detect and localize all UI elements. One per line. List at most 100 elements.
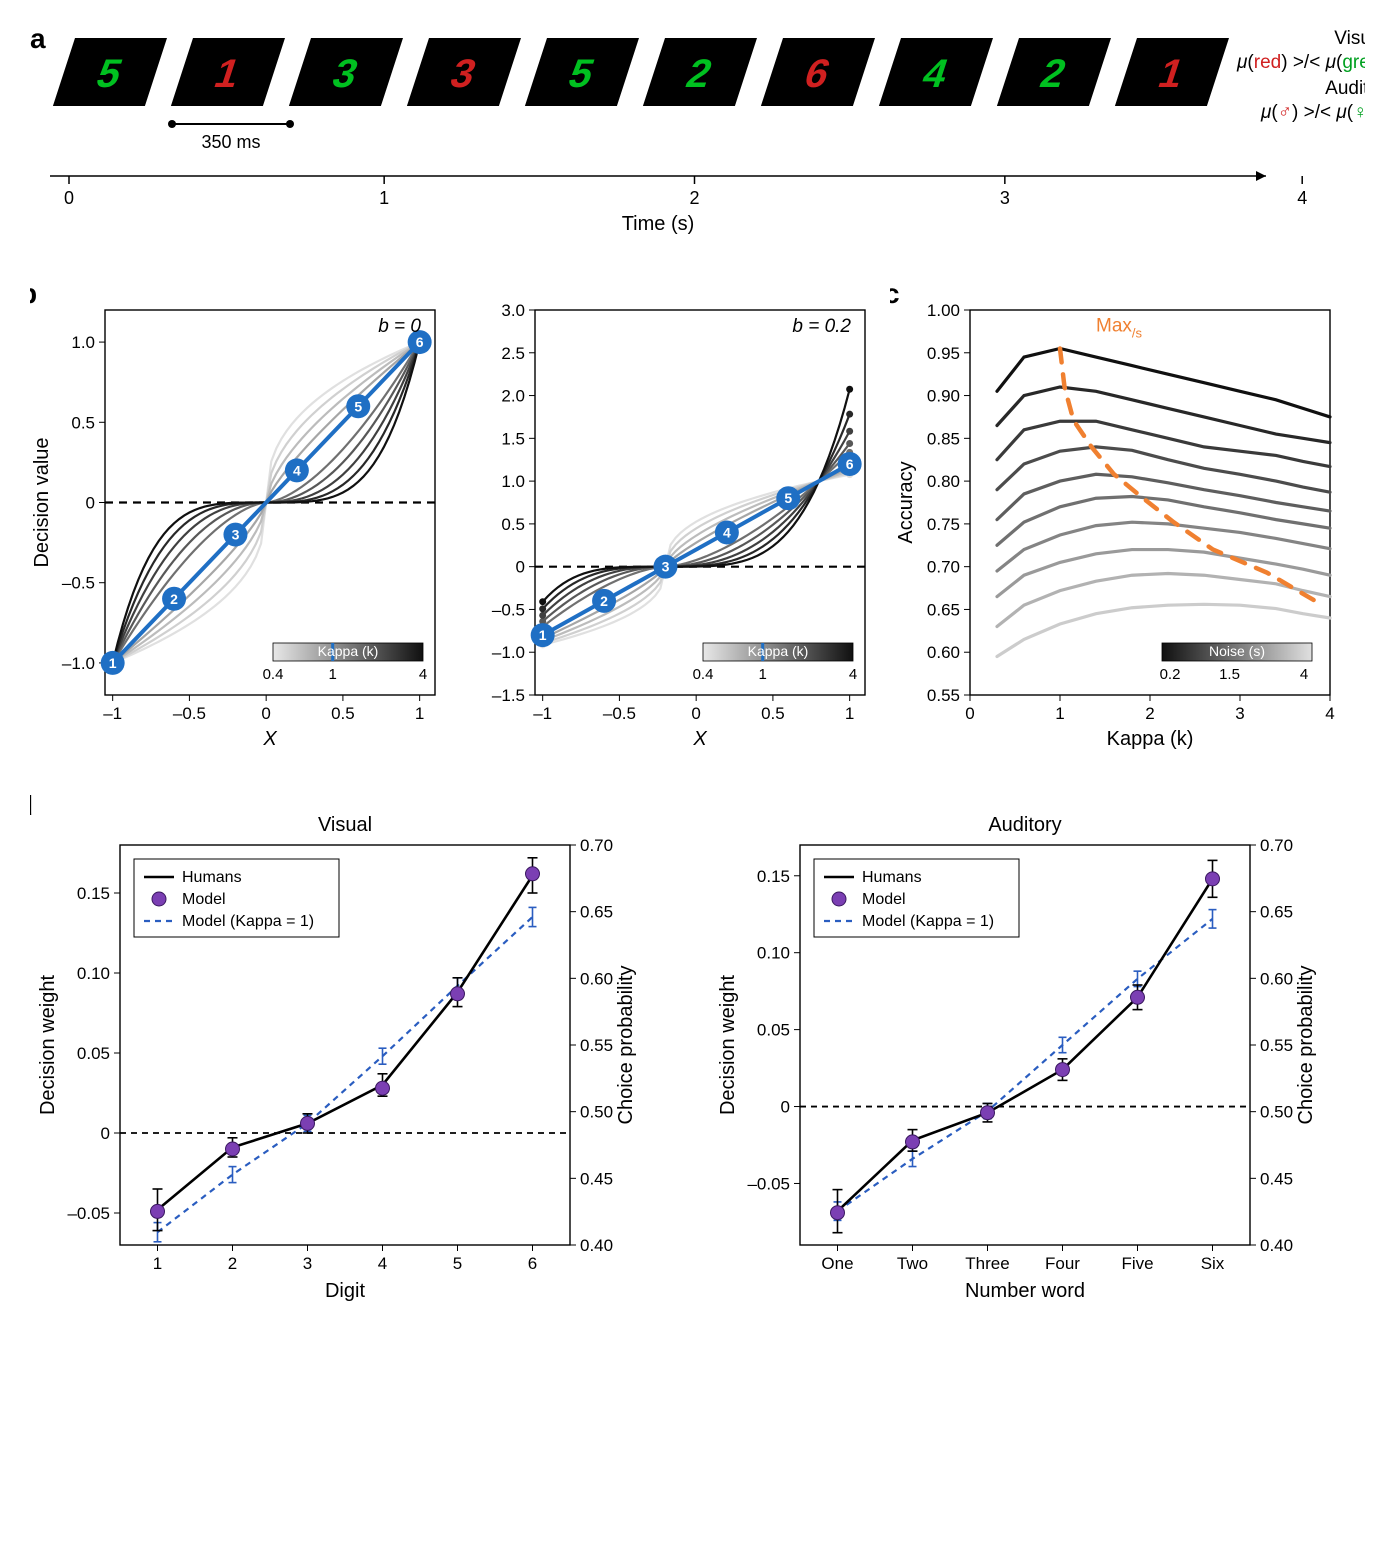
svg-text:0.05: 0.05 xyxy=(757,1021,790,1040)
svg-text:1.5: 1.5 xyxy=(501,429,525,448)
svg-text:0.15: 0.15 xyxy=(757,867,790,886)
svg-text:0.40: 0.40 xyxy=(580,1236,613,1255)
svg-text:Number word: Number word xyxy=(965,1280,1085,1302)
svg-text:0.10: 0.10 xyxy=(77,964,110,983)
svg-text:X: X xyxy=(262,728,277,750)
svg-text:–1.0: –1.0 xyxy=(492,643,525,662)
svg-text:0.65: 0.65 xyxy=(1260,903,1293,922)
svg-text:0.70: 0.70 xyxy=(1260,836,1293,855)
panel-c-svg: c012340.550.600.650.700.750.800.850.900.… xyxy=(890,285,1350,765)
svg-text:0: 0 xyxy=(86,494,95,513)
svg-text:0.5: 0.5 xyxy=(501,515,525,534)
svg-text:Visual: Visual xyxy=(318,814,372,836)
svg-text:0.5: 0.5 xyxy=(71,413,95,432)
svg-text:3: 3 xyxy=(232,527,240,543)
svg-text:0.55: 0.55 xyxy=(1260,1036,1293,1055)
svg-text:Accuracy: Accuracy xyxy=(895,461,917,543)
svg-text:b: b xyxy=(30,285,37,309)
svg-text:3: 3 xyxy=(303,1254,312,1273)
svg-text:1: 1 xyxy=(153,1254,162,1273)
svg-text:Kappa (k): Kappa (k) xyxy=(1107,728,1194,750)
svg-text:2: 2 xyxy=(1145,704,1154,723)
svg-text:–0.5: –0.5 xyxy=(62,574,95,593)
svg-text:350 ms: 350 ms xyxy=(201,132,260,152)
panel-bc-row: b –1 –0.5 0 0.5 1 –1.0 –0.5 0 0.5 1.0 X Decision val… xyxy=(30,285,1365,765)
svg-text:4: 4 xyxy=(1325,704,1334,723)
svg-text:–1.0: –1.0 xyxy=(62,654,95,673)
svg-text:1: 1 xyxy=(845,704,854,723)
figure-root: a5133526421350 ms01234Time (s)Visualμ(re… xyxy=(0,0,1395,1345)
svg-text:0.05: 0.05 xyxy=(77,1044,110,1063)
svg-text:0.45: 0.45 xyxy=(1260,1169,1293,1188)
svg-text:5: 5 xyxy=(784,490,792,506)
svg-text:4: 4 xyxy=(293,462,301,478)
svg-text:b = 0.2: b = 0.2 xyxy=(792,316,851,337)
panel-b-left-svg: b–1–0.500.51–1.0–0.500.51.0XDecision val… xyxy=(30,285,450,765)
svg-text:0: 0 xyxy=(101,1124,110,1143)
svg-text:–1: –1 xyxy=(533,704,552,723)
svg-text:b = 0: b = 0 xyxy=(378,316,421,337)
svg-text:0: 0 xyxy=(691,704,700,723)
svg-text:–0.5: –0.5 xyxy=(173,704,206,723)
svg-text:0.70: 0.70 xyxy=(927,558,960,577)
svg-text:d: d xyxy=(30,795,33,821)
svg-text:0.55: 0.55 xyxy=(580,1036,613,1055)
svg-text:1: 1 xyxy=(329,666,337,683)
svg-text:Max/s: Max/s xyxy=(1096,315,1143,340)
svg-text:4: 4 xyxy=(723,524,731,540)
svg-text:0: 0 xyxy=(781,1098,790,1117)
svg-text:–1.5: –1.5 xyxy=(492,686,525,705)
svg-text:Model: Model xyxy=(182,891,226,908)
svg-text:0.4: 0.4 xyxy=(693,666,714,683)
svg-text:3: 3 xyxy=(662,559,670,575)
svg-text:0.95: 0.95 xyxy=(927,344,960,363)
svg-text:0.10: 0.10 xyxy=(757,944,790,963)
panel-a-svg: a5133526421350 ms01234Time (s)Visualμ(re… xyxy=(30,20,1365,250)
svg-text:4: 4 xyxy=(378,1254,387,1273)
panel-d-right-svg: Auditory–0.0500.050.100.150.400.450.500.… xyxy=(710,795,1330,1315)
panel-d-left-svg: dVisual–0.0500.050.100.150.400.450.500.5… xyxy=(30,795,650,1315)
panel-b-right-svg: –1–0.500.51–1.5–1.0–0.500.51.01.52.02.53… xyxy=(460,285,880,765)
svg-text:1.0: 1.0 xyxy=(71,333,95,352)
svg-text:2: 2 xyxy=(170,591,178,607)
svg-text:μ(red) >/< μ(green)?: μ(red) >/< μ(green)? xyxy=(1236,52,1365,73)
svg-text:–1: –1 xyxy=(103,704,122,723)
svg-text:5: 5 xyxy=(453,1254,462,1273)
svg-text:1: 1 xyxy=(379,188,389,208)
svg-text:1.5: 1.5 xyxy=(1219,666,1240,683)
svg-text:a: a xyxy=(30,23,46,54)
svg-text:6: 6 xyxy=(846,456,854,472)
svg-text:0.45: 0.45 xyxy=(580,1169,613,1188)
svg-text:4: 4 xyxy=(849,666,857,683)
svg-text:Model: Model xyxy=(862,891,906,908)
svg-text:0.60: 0.60 xyxy=(1260,969,1293,988)
svg-text:Auditory: Auditory xyxy=(988,814,1061,836)
svg-text:Noise (s): Noise (s) xyxy=(1209,643,1265,659)
svg-text:0: 0 xyxy=(64,188,74,208)
svg-text:0.70: 0.70 xyxy=(580,836,613,855)
svg-text:0.85: 0.85 xyxy=(927,429,960,448)
svg-text:0.50: 0.50 xyxy=(580,1103,613,1122)
svg-text:2.5: 2.5 xyxy=(501,344,525,363)
svg-text:Decision value: Decision value xyxy=(31,437,53,567)
svg-text:c: c xyxy=(890,285,900,309)
svg-text:4: 4 xyxy=(1300,666,1308,683)
svg-text:Humans: Humans xyxy=(862,869,922,886)
svg-text:0.75: 0.75 xyxy=(927,515,960,534)
svg-text:1: 1 xyxy=(1055,704,1064,723)
svg-text:1: 1 xyxy=(109,655,117,671)
svg-text:Digit: Digit xyxy=(325,1280,365,1302)
svg-text:Three: Three xyxy=(965,1254,1009,1273)
svg-text:3.0: 3.0 xyxy=(501,301,525,320)
svg-text:Decision weight: Decision weight xyxy=(717,975,739,1116)
svg-text:1.00: 1.00 xyxy=(927,301,960,320)
svg-text:0.60: 0.60 xyxy=(580,969,613,988)
svg-text:Model (Kappa = 1): Model (Kappa = 1) xyxy=(862,913,994,930)
svg-text:–0.5: –0.5 xyxy=(492,600,525,619)
svg-text:–0.05: –0.05 xyxy=(747,1174,790,1193)
svg-text:0: 0 xyxy=(261,704,270,723)
svg-text:4: 4 xyxy=(419,666,427,683)
svg-text:μ(♂) >/< μ(♀)?: μ(♂) >/< μ(♀)? xyxy=(1260,102,1365,123)
svg-text:0.4: 0.4 xyxy=(263,666,284,683)
svg-text:1.0: 1.0 xyxy=(501,472,525,491)
